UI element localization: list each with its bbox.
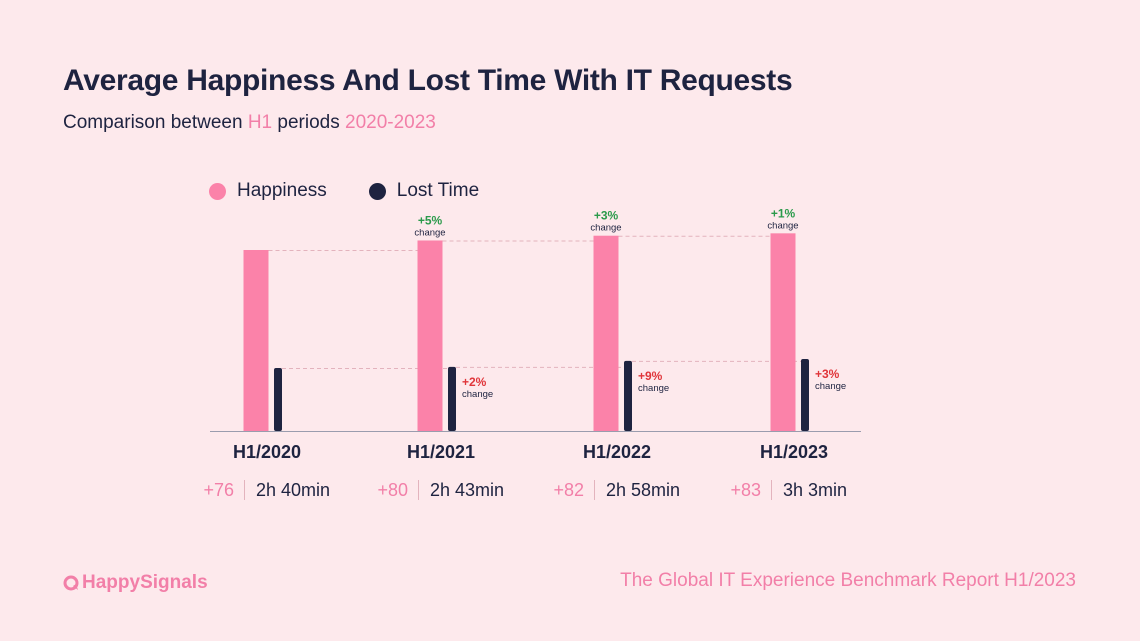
- happiness-bar: [417, 240, 443, 431]
- legend-dot-lost-time: [368, 182, 386, 200]
- happiness-bar: [770, 233, 796, 431]
- happiness-bar: [593, 235, 619, 431]
- happysignals-logo: HappySignals: [63, 572, 208, 594]
- happiness-change-label: +5%: [418, 213, 443, 227]
- subtitle-middle: periods: [272, 112, 345, 133]
- legend-label-lost-time: Lost Time: [396, 180, 480, 201]
- happiness-value-label: +82: [553, 480, 584, 500]
- happiness-change-word: change: [767, 220, 798, 231]
- category-tick-label: H1/2020: [233, 442, 301, 462]
- report-footer: The Global IT Experience Benchmark Repor…: [620, 570, 1076, 591]
- lost-time-value-label: 3h 3min: [783, 480, 847, 500]
- lost-time-change-label: +9%: [638, 369, 663, 383]
- lost-time-change-word: change: [462, 389, 493, 400]
- legend-label-happiness: Happiness: [237, 180, 327, 201]
- happiness-change-label: +1%: [771, 206, 796, 220]
- happiness-bar: [243, 250, 269, 431]
- happiness-change-word: change: [414, 227, 445, 238]
- happiness-change-word: change: [590, 223, 621, 234]
- subtitle-highlight-period: H1: [247, 112, 273, 133]
- legend-item-happiness: Happiness: [209, 180, 327, 202]
- category-tick-label: H1/2023: [760, 442, 828, 462]
- lost-time-bar: [801, 358, 809, 431]
- lost-time-bar: [624, 360, 632, 431]
- subtitle-highlight-years: 2020-2023: [345, 112, 436, 133]
- lost-time-value-label: 2h 43min: [430, 480, 504, 500]
- lost-time-bar: [274, 368, 282, 431]
- lost-time-change-word: change: [815, 381, 846, 392]
- category-tick-label: H1/2021: [407, 442, 475, 462]
- category-tick-label: H1/2022: [583, 442, 651, 462]
- lost-time-value-label: 2h 40min: [256, 480, 330, 500]
- lost-time-change-label: +3%: [815, 367, 840, 381]
- happiness-change-label: +3%: [594, 209, 619, 223]
- chart-subtitle: Comparison between H1 periods 2020-2023: [63, 112, 436, 134]
- happiness-value-label: +83: [730, 480, 761, 500]
- happiness-value-label: +76: [203, 480, 234, 500]
- happiness-value-label: +80: [377, 480, 408, 500]
- legend-item-lost-time: Lost Time: [368, 180, 480, 202]
- lost-time-change-word: change: [638, 383, 669, 394]
- lost-time-bar: [448, 366, 456, 431]
- subtitle-prefix: Comparison between: [63, 112, 248, 133]
- legend-dot-happiness: [209, 182, 226, 200]
- lost-time-value-label: 2h 58min: [606, 480, 680, 500]
- chart-title: Average Happiness And Lost Time With IT …: [63, 64, 793, 97]
- logo-text: HappySignals: [82, 572, 208, 593]
- chart-legend: Happiness Lost Time: [209, 180, 521, 202]
- speech-bubble-icon: [63, 575, 79, 591]
- lost-time-change-label: +2%: [462, 375, 487, 389]
